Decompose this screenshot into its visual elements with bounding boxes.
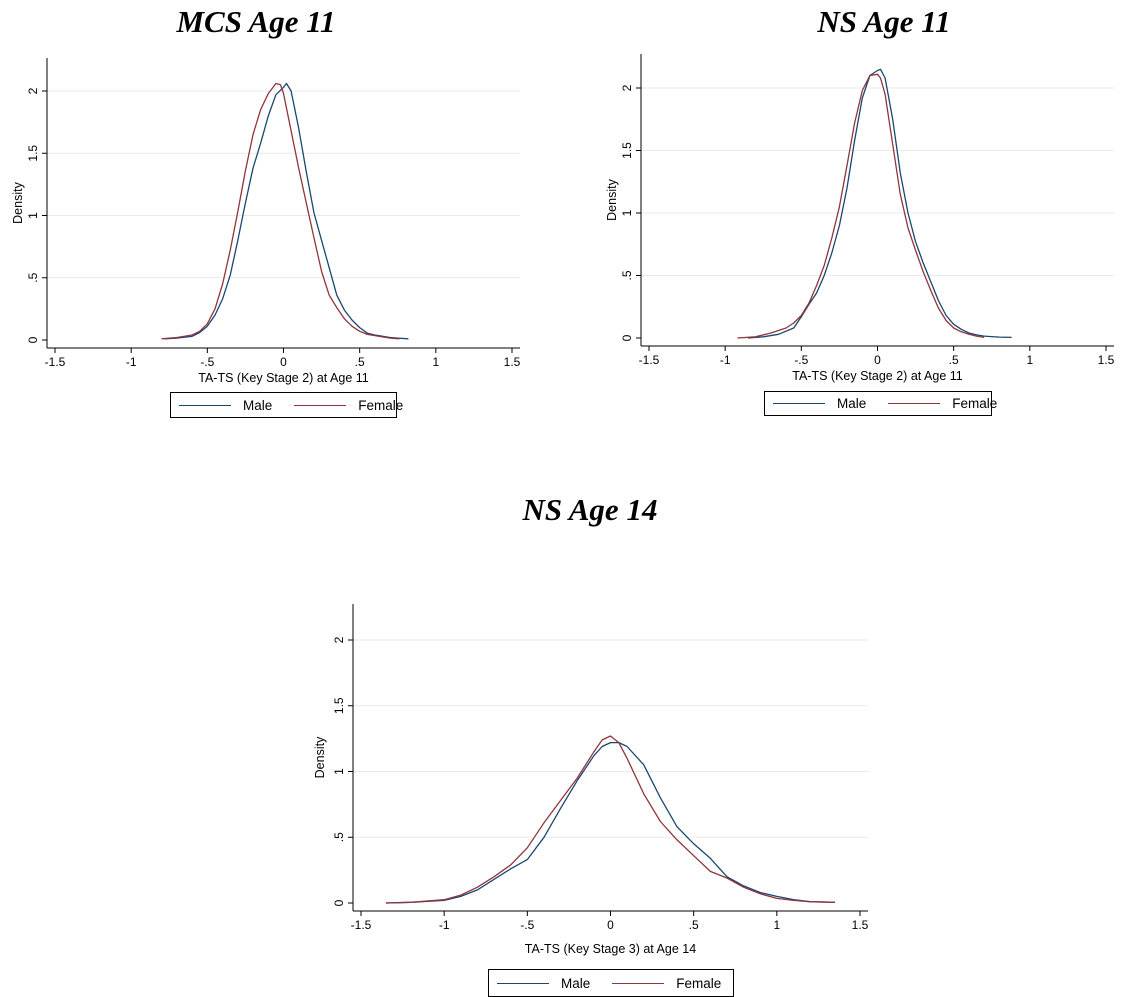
y-axis-title: Density	[605, 178, 619, 220]
x-tick-label: -1	[439, 918, 450, 932]
chart-panel-ns-age-11: NS Age 11 -1.5 -1 -.5 0 .5 1 1.5 0 .5 1 1.5 2 TA-TS …	[594, 0, 1126, 430]
x-tick-label: -.5	[520, 918, 534, 932]
series-line-male	[747, 68, 1012, 339]
series-line-male	[164, 82, 409, 340]
y-tick-label: 0	[332, 899, 346, 906]
y-tick-label: 1.5	[620, 142, 634, 159]
y-tick-label: 1	[26, 212, 40, 219]
y-tick-label: .5	[26, 272, 40, 282]
legend-item-male: Male	[497, 976, 590, 991]
y-tick-label: .5	[332, 832, 346, 842]
x-tick-label: .5	[689, 918, 699, 932]
y-tick-label: 0	[620, 334, 634, 341]
y-axis-title: Density	[313, 736, 327, 778]
chart-plot: -1.5 -1 -.5 0 .5 1 1.5 0 .5 1 1.5 2 TA-TS (Key Stage…	[313, 604, 869, 956]
x-tick-label: 1	[1026, 353, 1033, 367]
y-tick-label: 0	[26, 336, 40, 343]
legend-swatch-female	[612, 982, 665, 984]
x-tick-label: -1	[126, 355, 137, 369]
y-tick-label: 1	[620, 209, 634, 216]
chart-title: NS Age 11	[817, 4, 951, 39]
legend-swatch-male	[497, 982, 549, 984]
legend-label-female: Female	[952, 396, 998, 411]
legend-swatch-female	[294, 404, 347, 406]
x-tick-label: 1.5	[852, 918, 869, 932]
x-tick-label: -1.5	[639, 353, 660, 367]
chart-title: NS Age 14	[522, 492, 658, 527]
legend-item-female: Female	[888, 396, 997, 411]
series-line-male	[385, 741, 836, 904]
x-tick-label: 1	[432, 355, 439, 369]
y-tick-label: 2	[332, 636, 346, 643]
x-tick-label: -.5	[200, 355, 214, 369]
legend-swatch-female	[888, 403, 941, 404]
legend-swatch-male	[179, 404, 231, 406]
chart-panel-mcs-age-11: MCS Age 11 -1.5 -1 -.5 0 .5 1 1.5 0 .5 1 1.5 2 TA-TS…	[0, 0, 560, 430]
legend-label-female: Female	[676, 975, 722, 991]
y-tick-label: 2	[620, 84, 634, 91]
x-tick-label: 0	[607, 918, 614, 932]
series-line-female	[161, 82, 400, 340]
chart-plot: -1.5 -1 -.5 0 .5 1 1.5 0 .5 1 1.5 2 TA-TS (Key Stage…	[11, 58, 521, 385]
x-tick-label: -1.5	[351, 918, 372, 932]
x-axis-title: TA-TS (Key Stage 2) at Age 11	[792, 369, 963, 383]
x-tick-label: .5	[355, 355, 365, 369]
chart-plot: -1.5 -1 -.5 0 .5 1 1.5 0 .5 1 1.5 2 TA-TS (Key Stage…	[605, 54, 1115, 383]
legend-item-male: Male	[773, 396, 866, 411]
x-tick-label: 1.5	[504, 355, 521, 369]
legend-item-female: Female	[294, 398, 403, 413]
chart-legend: Male Female	[170, 392, 403, 418]
x-tick-label: .5	[949, 353, 959, 367]
series-line-female	[385, 735, 836, 904]
x-axis-title: TA-TS (Key Stage 2) at Age 11	[198, 371, 369, 385]
x-tick-label: 1.5	[1098, 353, 1115, 367]
chart-title: MCS Age 11	[176, 4, 336, 39]
legend-label-male: Male	[243, 397, 273, 413]
legend-item-male: Male	[179, 398, 272, 413]
y-tick-label: .5	[620, 270, 634, 280]
x-tick-label: -.5	[794, 353, 808, 367]
x-axis-title: TA-TS (Key Stage 3) at Age 14	[525, 942, 696, 956]
chart-panel-ns-age-14: NS Age 14 -1.5 -1 -.5 0 .5 1 1.5 0 .5 1 1.5 2 TA-TS …	[300, 480, 900, 997]
x-tick-label: -1	[720, 353, 731, 367]
legend-label-male: Male	[561, 975, 591, 991]
legend-swatch-male	[773, 403, 825, 404]
y-axis-title: Density	[11, 181, 25, 223]
legend-label-male: Male	[837, 396, 867, 411]
x-tick-label: -1.5	[45, 355, 66, 369]
legend-label-female: Female	[358, 397, 404, 413]
x-tick-label: 0	[874, 353, 881, 367]
y-tick-label: 1	[332, 768, 346, 775]
series-line-female	[737, 73, 985, 339]
x-tick-label: 0	[280, 355, 287, 369]
chart-legend: Male Female	[764, 391, 997, 416]
y-tick-label: 2	[26, 87, 40, 94]
chart-legend: Male Female	[488, 969, 734, 997]
y-tick-label: 1.5	[332, 697, 346, 714]
x-tick-label: 1	[773, 918, 780, 932]
legend-item-female: Female	[612, 976, 721, 991]
y-tick-label: 1.5	[26, 145, 40, 162]
